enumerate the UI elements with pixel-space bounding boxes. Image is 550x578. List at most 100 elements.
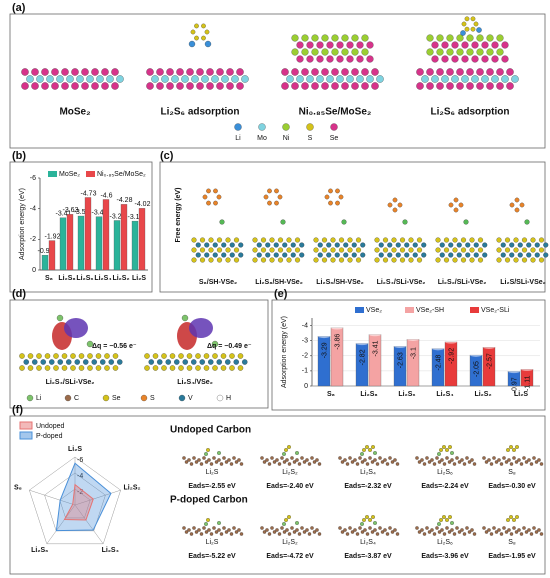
- atom: [191, 247, 197, 253]
- atom: [431, 55, 439, 63]
- atom: [281, 82, 289, 90]
- atom: [262, 460, 267, 464]
- atom: [527, 458, 531, 462]
- atom: [514, 460, 519, 464]
- atom: [382, 257, 389, 263]
- atom: [326, 75, 334, 83]
- atom: [81, 68, 89, 76]
- atom: [365, 462, 370, 466]
- atom: [224, 460, 229, 464]
- isosurface: [64, 318, 88, 338]
- atom: [371, 445, 375, 449]
- row-title: Undoped Carbon: [170, 425, 251, 436]
- atom: [26, 75, 34, 83]
- panel-d-frame: [9, 299, 269, 409]
- grid-line: [44, 472, 106, 532]
- atom: [476, 82, 484, 90]
- atom: [460, 237, 467, 243]
- atom: [265, 252, 271, 258]
- atom: [282, 522, 286, 526]
- atom: [383, 458, 387, 462]
- atom: [238, 242, 244, 248]
- atom: [448, 445, 452, 449]
- atom: [313, 237, 319, 243]
- atom: [316, 55, 324, 63]
- atom: [526, 252, 532, 258]
- legend-swatch: [48, 171, 57, 177]
- bar-top: [356, 341, 368, 346]
- atom: [306, 41, 314, 49]
- atom: [19, 353, 25, 359]
- atom: [460, 458, 464, 462]
- atom: [216, 247, 223, 253]
- atom: [285, 458, 289, 462]
- atom: [277, 257, 284, 263]
- atom: [232, 526, 236, 530]
- atom: [466, 68, 474, 76]
- atom: [445, 448, 449, 452]
- atom: [233, 237, 240, 243]
- atom: [373, 528, 377, 532]
- atom: [338, 247, 345, 253]
- atom: [443, 237, 450, 243]
- atom: [252, 247, 258, 253]
- atom: [387, 242, 393, 248]
- atom: [330, 237, 336, 243]
- energy-label: Eads=-2.55 eV: [188, 483, 236, 490]
- atom: [324, 194, 330, 200]
- atom: [287, 515, 291, 519]
- atom: [191, 237, 197, 243]
- atom: [216, 68, 224, 76]
- atom: [284, 448, 288, 452]
- atom: [465, 456, 469, 460]
- atom: [358, 456, 362, 460]
- radar-spoke: [29, 489, 76, 506]
- atom: [178, 365, 184, 371]
- atom: [265, 458, 269, 462]
- atom: [347, 257, 353, 263]
- atom: [484, 460, 489, 464]
- atom: [360, 242, 366, 248]
- atom: [199, 257, 206, 263]
- atom: [360, 522, 364, 526]
- atom: [236, 68, 244, 76]
- atom: [222, 526, 226, 530]
- atom: [70, 353, 76, 359]
- atom: [229, 365, 235, 371]
- atom: [287, 532, 292, 536]
- atom: [186, 353, 193, 359]
- y-axis-label: Free energy (eV): [175, 188, 182, 243]
- bar: [138, 208, 146, 271]
- atom: [146, 68, 154, 76]
- atom: [472, 532, 477, 536]
- atom: [395, 532, 400, 536]
- atom: [346, 41, 354, 49]
- atom: [416, 68, 424, 76]
- atom: [186, 365, 193, 371]
- atom: [237, 365, 244, 371]
- atom: [76, 75, 84, 83]
- species-label: S₈: [508, 539, 516, 546]
- atom: [36, 75, 44, 83]
- atom: [108, 359, 115, 365]
- atom: [280, 526, 284, 530]
- atom: [466, 82, 474, 90]
- atom: [388, 526, 392, 530]
- atom: [477, 237, 484, 243]
- atom: [360, 530, 365, 534]
- atom: [538, 257, 545, 263]
- atom: [312, 460, 317, 464]
- atom: [515, 515, 519, 519]
- atom: [422, 462, 427, 466]
- x-tick-label: Li₂S₈: [58, 275, 75, 282]
- atom: [315, 458, 319, 462]
- axis-label: Li₂S₆: [31, 547, 48, 554]
- atom: [464, 16, 470, 22]
- structure-label: Ni₀.₈₅Se/MoSe₂: [299, 107, 372, 118]
- atom: [499, 532, 504, 536]
- atom: [212, 526, 216, 530]
- atom: [368, 526, 372, 530]
- atom: [387, 252, 393, 258]
- atom: [416, 237, 423, 243]
- atom: [195, 242, 201, 248]
